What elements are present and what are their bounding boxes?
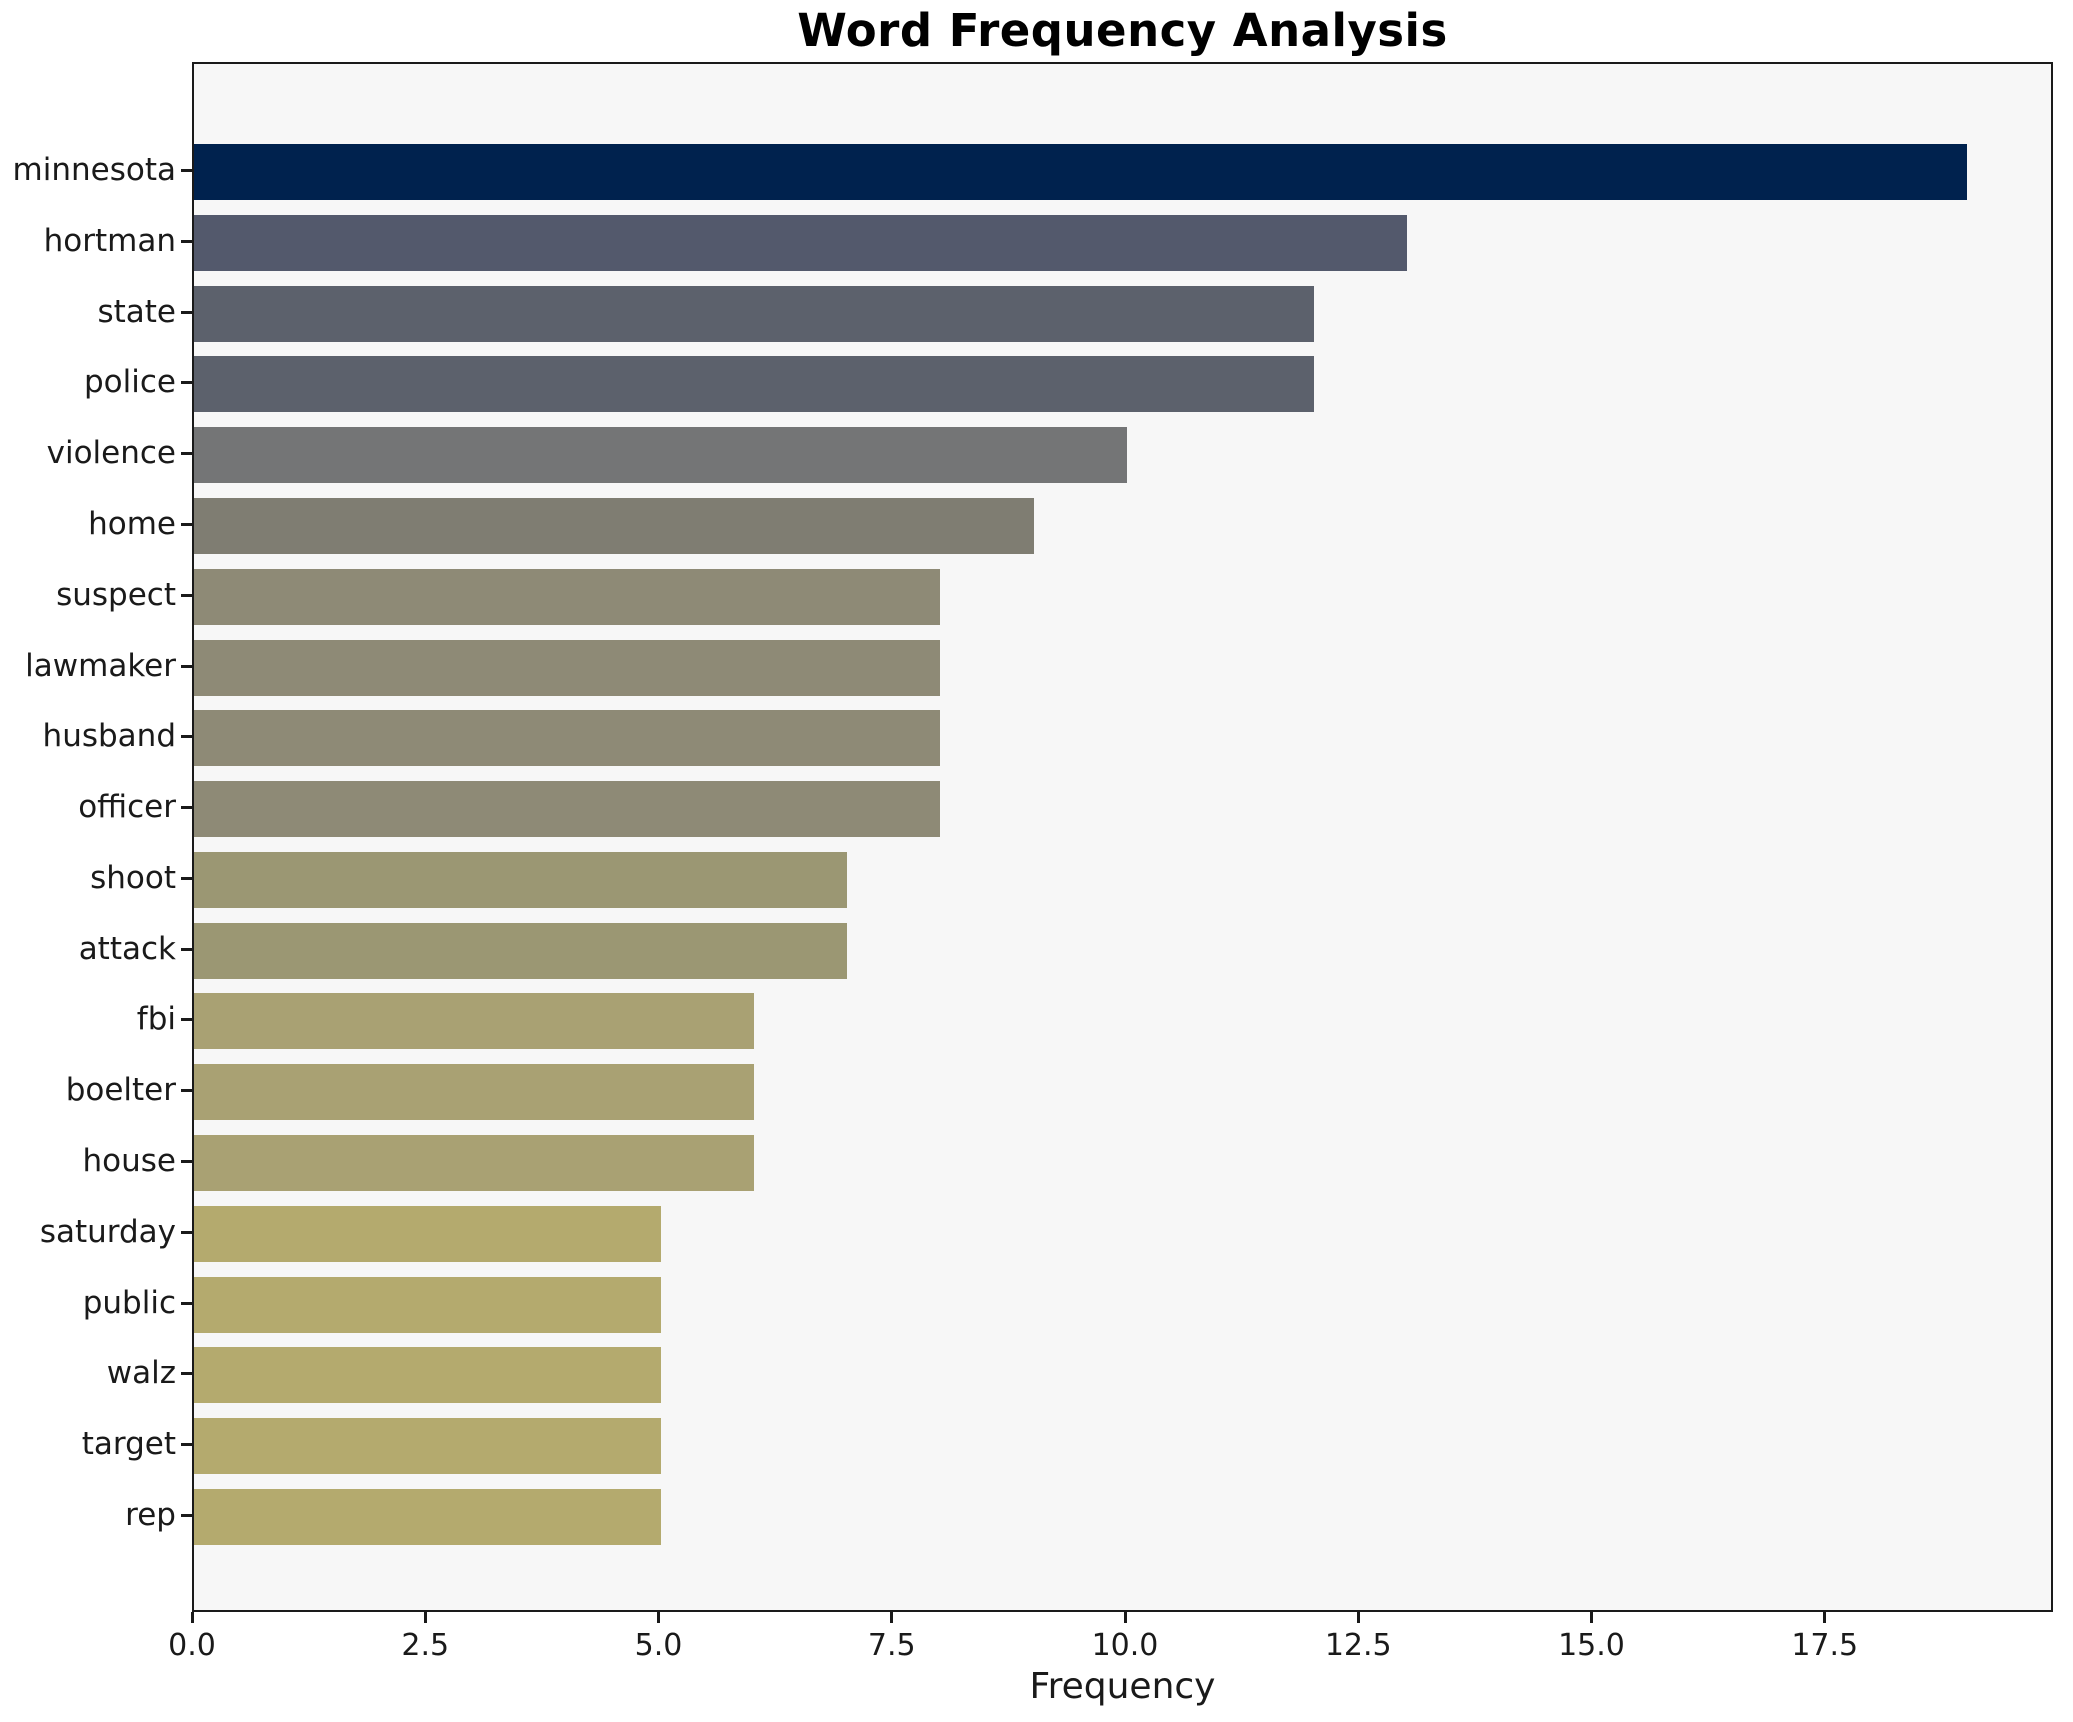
bar-house — [194, 1135, 754, 1192]
y-tick-label: officer — [78, 789, 176, 826]
x-tick-label: 2.5 — [401, 1628, 450, 1663]
bar-public — [194, 1276, 661, 1333]
bar-rep — [194, 1489, 661, 1545]
bar-fbi — [194, 993, 754, 1050]
chart-title: Word Frequency Analysis — [797, 4, 1448, 57]
y-tick-label: minnesota — [12, 152, 176, 188]
x-tick-label: 5.0 — [634, 1628, 683, 1663]
y-tick-mark — [181, 1443, 192, 1447]
y-tick-mark — [181, 735, 192, 739]
bar-officer — [194, 781, 941, 838]
bar-violence — [194, 427, 1127, 484]
y-tick-label: house — [82, 1143, 176, 1180]
y-tick-mark — [181, 947, 192, 951]
y-tick-label: hortman — [43, 222, 176, 259]
bar-boelter — [194, 1064, 754, 1121]
y-tick-mark — [181, 593, 192, 597]
plot-area — [192, 62, 2053, 1612]
bar-state — [194, 285, 1314, 342]
y-tick-label: violence — [46, 435, 176, 472]
bar-police — [194, 356, 1314, 413]
y-tick-mark — [181, 1514, 192, 1517]
x-tick-mark — [1590, 1612, 1593, 1623]
y-tick-mark — [181, 1230, 192, 1234]
y-tick-mark — [181, 239, 192, 243]
x-tick-mark — [1356, 1612, 1360, 1623]
x-axis-title: Frequency — [1029, 1666, 1216, 1707]
y-tick-mark — [181, 381, 192, 385]
x-tick-mark — [190, 1612, 194, 1623]
y-tick-mark — [181, 1301, 192, 1305]
y-tick-label: police — [84, 364, 176, 401]
y-tick-mark — [181, 1372, 192, 1376]
x-tick-mark — [657, 1612, 660, 1623]
y-tick-mark — [181, 1018, 192, 1022]
x-tick-mark — [890, 1612, 894, 1623]
bar-saturday — [194, 1205, 661, 1262]
y-tick-label: saturday — [39, 1213, 176, 1250]
y-tick-label: home — [88, 505, 176, 542]
x-tick-label: 0.0 — [168, 1628, 216, 1663]
x-tick-label: 12.5 — [1324, 1628, 1392, 1663]
x-tick-mark — [1823, 1612, 1827, 1623]
bar-shoot — [194, 851, 848, 908]
y-tick-label: state — [97, 293, 176, 330]
y-tick-mark — [181, 664, 192, 668]
bar-hortman — [194, 214, 1407, 271]
y-tick-label: target — [81, 1426, 176, 1463]
y-tick-label: walz — [106, 1355, 176, 1392]
y-tick-label: boelter — [65, 1072, 176, 1109]
bar-attack — [194, 922, 848, 979]
x-tick-label: 17.5 — [1791, 1628, 1859, 1663]
y-tick-label: rep — [125, 1497, 176, 1533]
y-tick-label: fbi — [136, 1001, 176, 1038]
x-tick-label: 10.0 — [1091, 1628, 1159, 1663]
y-tick-label: attack — [78, 930, 176, 967]
x-tick-label: 7.5 — [867, 1628, 916, 1663]
x-tick-mark — [423, 1612, 427, 1623]
bar-lawmaker — [194, 639, 941, 696]
y-tick-mark — [181, 1160, 192, 1164]
y-tick-label: shoot — [90, 859, 176, 896]
bar-suspect — [194, 568, 941, 625]
bar-husband — [194, 710, 941, 767]
y-tick-mark — [181, 452, 192, 456]
y-tick-label: public — [82, 1284, 176, 1321]
x-tick-label: 15.0 — [1558, 1628, 1625, 1663]
y-tick-mark — [181, 522, 192, 526]
y-tick-label: lawmaker — [25, 647, 176, 684]
y-tick-label: husband — [42, 718, 176, 755]
bar-minnesota — [194, 144, 1967, 200]
y-tick-mark — [181, 806, 192, 810]
bar-walz — [194, 1347, 661, 1404]
bar-target — [194, 1418, 661, 1475]
y-tick-mark — [181, 1089, 192, 1093]
bar-home — [194, 497, 1034, 554]
y-tick-mark — [181, 169, 192, 172]
y-tick-label: suspect — [56, 576, 176, 613]
y-tick-mark — [181, 876, 192, 880]
y-tick-mark — [181, 310, 192, 314]
x-tick-mark — [1123, 1612, 1127, 1623]
